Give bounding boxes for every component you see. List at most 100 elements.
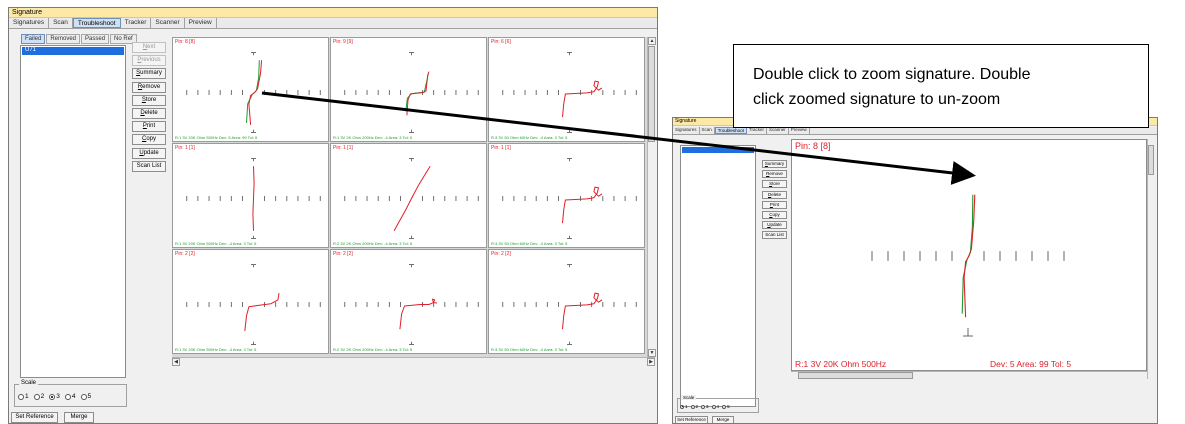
update-button[interactable]: Update — [132, 147, 166, 159]
scale-radio-3[interactable]: 3 — [49, 393, 60, 400]
store-button[interactable]: Store — [762, 180, 787, 189]
set-reference-button[interactable]: Set Reference — [11, 412, 58, 423]
scale-radio-2[interactable]: 2 — [33, 393, 45, 400]
zoom-set-reference-button[interactable]: Set Reference — [675, 416, 708, 423]
tab-troubleshoot[interactable]: Troubleshoot — [72, 18, 121, 28]
previous-button[interactable]: Previous — [132, 55, 166, 67]
tab-scanner[interactable]: Scanner — [151, 18, 185, 28]
scroll-down-icon[interactable]: ▼ — [648, 349, 656, 357]
cell-pin-label: Pin: 2 [2] — [175, 251, 195, 257]
scroll-right-icon[interactable]: ▶ — [647, 358, 655, 366]
tab-tracker[interactable]: Tracker — [747, 127, 767, 134]
zoom-component-list[interactable] — [680, 145, 756, 407]
scan-list-button[interactable]: Scan List — [132, 160, 166, 172]
signature-cell[interactable]: Pin: 2 [2] R:3 3V 50 Ohm 60Hz Dev: -4 Are… — [488, 249, 645, 354]
red-trace-line — [562, 80, 603, 118]
list-item[interactable] — [682, 147, 754, 153]
failed-component-list[interactable]: U71 — [20, 45, 126, 378]
zoom-scale-radios: 1 2 3 4 5 — [680, 404, 733, 409]
signature-cell[interactable]: Pin: 8 [8] R:1 3V 20K Ohm 500Hz Dev: 5 Ar… — [172, 37, 329, 142]
button-label: ext — [147, 44, 156, 50]
tab-tracker[interactable]: Tracker — [121, 18, 152, 28]
merge-button[interactable]: Merge — [64, 412, 94, 423]
button-accelerator: U — [767, 222, 771, 228]
signature-plot — [344, 52, 479, 133]
print-button[interactable]: Print — [132, 121, 166, 133]
zoom-pin-label: Pin: 8 [8] — [795, 141, 831, 151]
grid-vertical-scrollbar[interactable]: ▲ ▼ — [647, 37, 656, 357]
signature-cell[interactable]: Pin: 2 [2] R:1 3V 20K Ohm 500Hz Dev: -4 A… — [172, 249, 329, 354]
signature-cell[interactable]: Pin: 9 [9] R:1 3V 2K Ohm 200Hz Dev: -4 Ar… — [330, 37, 487, 142]
scale-radio-5[interactable]: 5 — [722, 404, 730, 409]
delete-button[interactable]: Delete — [132, 107, 166, 119]
radio-circle-icon — [49, 393, 56, 400]
tab-preview[interactable]: Preview — [185, 18, 217, 28]
button-label: Scan List — [136, 162, 162, 169]
subtab-removed[interactable]: Removed — [46, 34, 81, 44]
scale-radio-1[interactable]: 1 — [18, 393, 29, 400]
button-accelerator: R — [137, 83, 143, 90]
scroll-up-icon[interactable]: ▲ — [648, 37, 656, 45]
subtab-passed[interactable]: Passed — [81, 34, 110, 44]
vertical-scroll-thumb[interactable] — [648, 46, 655, 142]
tab-troubleshoot[interactable]: Troubleshoot — [714, 127, 747, 134]
store-button[interactable]: Store — [132, 94, 166, 106]
summary-button[interactable]: Summary — [762, 160, 787, 168]
copy-button[interactable]: Copy — [762, 210, 787, 219]
scale-radio-label: 2 — [40, 393, 45, 400]
next-button[interactable]: Next — [132, 42, 166, 53]
button-accelerator: C — [769, 211, 773, 217]
print-button[interactable]: Print — [762, 200, 787, 209]
scan-list-button[interactable]: Scan List — [762, 231, 787, 240]
cell-info-label: R:3 3V 50 Ohm 60Hz Dev: -4 Area: 3 Tol: … — [491, 347, 568, 352]
tab-scan[interactable]: Scan — [49, 18, 73, 28]
subtab-failed[interactable]: Failed — [21, 34, 46, 44]
signature-cell[interactable]: Pin: 1 [1] R:3 3V 50 Ohm 60Hz Dev: -4 Are… — [488, 143, 645, 248]
button-accelerator: S — [141, 96, 146, 103]
delete-button[interactable]: Delete — [762, 190, 787, 199]
update-button[interactable]: Update — [762, 221, 787, 230]
zoom-merge-button[interactable]: Merge — [712, 416, 734, 423]
subtab-no-ref[interactable]: No Ref — [110, 34, 137, 44]
scale-radio-3[interactable]: 3 — [701, 404, 709, 409]
radio-circle-icon — [690, 404, 695, 409]
zoom-horizontal-scrollbar[interactable] — [791, 371, 1147, 379]
remove-button[interactable]: Remove — [132, 81, 166, 93]
tab-preview[interactable]: Preview — [789, 127, 810, 134]
main-signature-window: Signature Signatures Scan Troubleshoot Trac… — [8, 7, 658, 424]
signature-plot — [186, 52, 321, 133]
signature-cell[interactable]: Pin: 2 [2] R:2 3V 2K Ohm 200Hz Dev: -4 Ar… — [330, 249, 487, 354]
cell-info-label: R:3 3V 50 Ohm 60Hz Dev: -4 Area: 3 Tol: … — [491, 241, 568, 246]
scale-radio-5[interactable]: 5 — [80, 393, 91, 400]
list-item-label: U71 — [25, 47, 37, 53]
button-label: Scan List — [765, 232, 784, 238]
zoom-info-left: R:1 3V 20K Ohm 500Hz — [795, 359, 887, 369]
zoom-vertical-scrollbar[interactable] — [1147, 139, 1154, 379]
scale-radio-label: 1 — [25, 393, 29, 400]
tab-signatures[interactable]: Signatures — [9, 18, 50, 28]
scale-radio-4[interactable]: 4 — [711, 404, 719, 409]
tab-signatures[interactable]: Signatures — [673, 127, 700, 134]
main-title-bar: Signature — [9, 8, 657, 18]
grid-horizontal-scrollbar[interactable]: ◀ ▶ — [172, 357, 655, 366]
tab-scanner[interactable]: Scanner — [767, 127, 789, 134]
list-item[interactable]: U71 — [22, 47, 124, 55]
cell-pin-label: Pin: 1 [1] — [333, 145, 353, 151]
zoom-horizontal-scroll-thumb[interactable] — [798, 372, 913, 379]
scale-radio-1[interactable]: 1 — [680, 404, 688, 409]
scale-radio-2[interactable]: 2 — [690, 404, 698, 409]
scroll-left-icon[interactable]: ◀ — [172, 358, 180, 366]
tab-scan[interactable]: Scan — [700, 127, 715, 134]
copy-button[interactable]: Copy — [132, 134, 166, 146]
cell-pin-label: Pin: 2 [2] — [333, 251, 353, 257]
zoom-merge-label: Merge — [716, 417, 730, 422]
button-accelerator: P — [142, 123, 147, 130]
signature-cell[interactable]: Pin: 1 [1] R:2 3V 2K Ohm 200Hz Dev: -4 Ar… — [330, 143, 487, 248]
scale-radio-4[interactable]: 4 — [64, 393, 76, 400]
signature-cell[interactable]: Pin: 6 [6] R:3 3V 50 Ohm 60Hz Dev: -4 Are… — [488, 37, 645, 142]
signature-grid[interactable]: Pin: 8 [8] R:1 3V 20K Ohm 500Hz Dev: 5 Ar… — [172, 37, 647, 357]
zoom-vertical-scroll-thumb[interactable] — [1148, 145, 1154, 175]
summary-button[interactable]: Summary — [132, 68, 166, 80]
remove-button[interactable]: Remove — [762, 170, 787, 179]
signature-cell[interactable]: Pin: 1 [1] R:1 3V 20K Ohm 500Hz Dev: -4 A… — [172, 143, 329, 248]
